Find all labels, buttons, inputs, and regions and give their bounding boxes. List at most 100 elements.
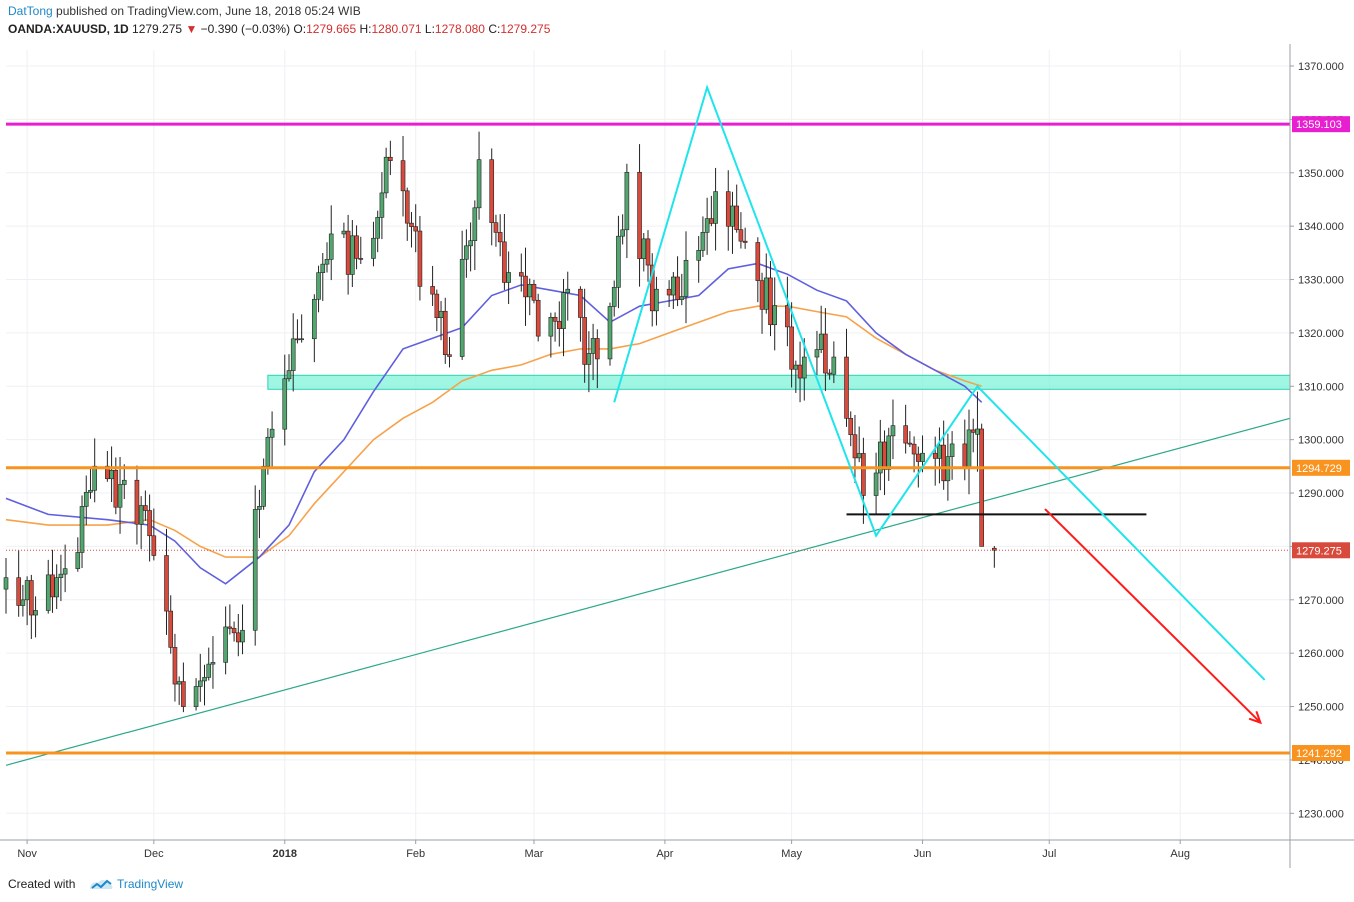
candle-69	[413, 204, 418, 253]
symbol-info: OANDA:XAUUSD, 1D 1279.275 ▼ −0.390 (−0.0…	[8, 22, 550, 36]
candle-19	[117, 456, 123, 534]
candle-60	[358, 236, 364, 264]
candle-body-11	[75, 552, 81, 569]
candle-body-20	[121, 479, 127, 485]
candle-65	[388, 140, 393, 176]
candle-body-100	[595, 338, 600, 360]
candle-51	[312, 294, 317, 363]
candle-1	[16, 550, 21, 617]
candle-body-50	[299, 338, 304, 341]
rising-trendline	[5, 417, 1291, 766]
candle-15	[92, 438, 97, 503]
candle-body-54	[324, 259, 330, 265]
footer: Created with TradingView	[0, 868, 1354, 902]
candle-body-73	[438, 310, 444, 318]
time-tick-label-0: Nov	[17, 848, 37, 860]
candle-body-79	[472, 207, 478, 241]
tradingview-logo-icon[interactable]	[88, 876, 114, 892]
candle-62	[375, 210, 380, 253]
candle-104	[620, 214, 625, 245]
candle-125	[742, 227, 748, 249]
candle-53	[320, 253, 326, 301]
candle-body-154	[916, 453, 921, 462]
candle-71	[430, 265, 435, 307]
author-name[interactable]: DatTong	[8, 4, 53, 18]
candle-body-68	[409, 222, 414, 227]
candle-body-95	[565, 288, 571, 294]
candle-body-126	[755, 242, 761, 281]
candle-body-41	[252, 509, 258, 631]
candle-82	[493, 214, 499, 247]
candle-body-108	[645, 238, 651, 266]
price-tick-label-7: 1300.000	[1298, 435, 1344, 447]
candle-21	[134, 465, 140, 545]
candle-body-2	[20, 599, 26, 606]
candle-body-161	[962, 443, 968, 470]
candle-body-78	[468, 240, 473, 247]
candle-123	[734, 184, 739, 233]
candle-body-60	[358, 258, 364, 260]
candle-body-67	[404, 190, 410, 224]
candle-body-40	[240, 629, 245, 643]
candle-body-122	[730, 205, 735, 227]
candle-body-76	[459, 258, 465, 357]
candle-34	[206, 647, 212, 681]
candle-165	[979, 423, 984, 547]
candle-54	[324, 242, 330, 273]
candle-body-58	[350, 235, 355, 275]
candle-body-93	[557, 320, 562, 329]
candle-body-32	[197, 680, 203, 687]
candle-body-0	[3, 577, 9, 590]
candle-81	[489, 148, 495, 246]
candle-body-46	[282, 378, 288, 430]
ma-slow-line	[5, 305, 982, 558]
horizontal-levels	[6, 122, 1290, 755]
candle-body-53	[320, 263, 326, 273]
candle-body-116	[696, 250, 701, 261]
price-tick-label-11: 1340.000	[1298, 221, 1344, 233]
candles	[3, 131, 997, 713]
candle-body-107	[641, 238, 647, 259]
down-triangle-icon: ▼	[185, 22, 198, 36]
candle-body-91	[548, 316, 554, 337]
candle-74	[442, 297, 448, 364]
candle-body-21	[134, 479, 140, 525]
candle-body-87	[523, 275, 528, 298]
candle-body-42	[257, 506, 262, 510]
time-tick-label-8: Jul	[1042, 848, 1056, 860]
candle-2	[20, 584, 26, 617]
candle-body-130	[772, 305, 778, 326]
candle-83	[497, 214, 503, 257]
candle-46	[282, 354, 288, 446]
candle-8	[54, 564, 59, 610]
time-tick-label-6: May	[781, 848, 802, 860]
last-price-label-bg	[1292, 542, 1350, 559]
candle-body-64	[383, 156, 389, 194]
price-tick-label-10: 1330.000	[1298, 275, 1344, 287]
candle-body-69	[413, 226, 418, 232]
tradingview-brand[interactable]: TradingView	[117, 877, 184, 891]
candle-140	[831, 341, 837, 384]
candle-body-82	[493, 222, 499, 233]
candle-body-33	[202, 677, 207, 682]
candle-body-98	[586, 353, 592, 365]
candle-body-97	[582, 317, 587, 365]
candle-body-56	[341, 230, 347, 235]
candle-body-88	[527, 283, 533, 298]
candle-136	[814, 330, 820, 375]
candle-body-109	[649, 264, 655, 312]
open-value: 1279.665	[306, 22, 357, 36]
candle-150	[890, 399, 896, 460]
price-tick-label-8: 1310.000	[1298, 381, 1344, 393]
candle-body-75	[447, 354, 452, 357]
candle-body-29	[176, 681, 182, 685]
price-chart[interactable]: 1230.0001240.0001250.0001260.0001270.000…	[0, 44, 1354, 868]
candle-55	[328, 205, 334, 281]
candle-body-1	[16, 577, 21, 606]
candle-36	[223, 606, 228, 675]
level-price-label-1: 1294.729	[1296, 463, 1342, 475]
candle-86	[518, 253, 524, 292]
candle-40	[240, 604, 245, 655]
candle-135	[801, 338, 807, 401]
candle-body-86	[518, 272, 524, 277]
